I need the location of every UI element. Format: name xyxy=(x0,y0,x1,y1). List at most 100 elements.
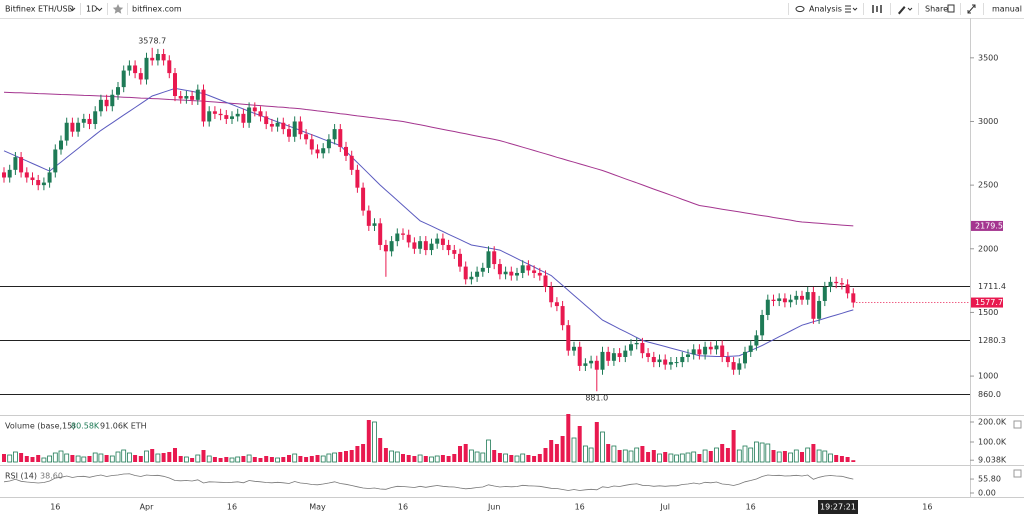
y-tick-label: 2500 xyxy=(978,181,998,190)
volume-bar xyxy=(685,452,691,463)
y-tick-label: 2000 xyxy=(978,244,998,253)
bars-icon[interactable] xyxy=(872,5,882,13)
volume-bar xyxy=(178,456,183,462)
volume-bar xyxy=(195,454,201,463)
volume-bar xyxy=(788,452,793,463)
volume-bar xyxy=(834,455,839,462)
volume-bar xyxy=(446,456,451,462)
volume-bar xyxy=(206,455,212,463)
candle-body xyxy=(292,121,297,137)
volume-bar xyxy=(549,440,554,462)
volume-bar xyxy=(92,452,98,463)
volume-bar xyxy=(52,452,58,463)
analysis-button[interactable]: Analysis xyxy=(809,5,842,14)
volume-bar xyxy=(47,455,52,463)
candle-body xyxy=(252,107,257,112)
candle-body xyxy=(703,346,708,355)
candle-body xyxy=(53,149,58,173)
candle-body xyxy=(549,286,554,303)
countdown: 19:27:21 xyxy=(820,503,856,512)
share-icon xyxy=(947,4,955,13)
candle-body xyxy=(691,349,696,355)
volume-bar xyxy=(571,437,577,463)
candle-body xyxy=(104,99,109,107)
y-tick-label: 1000 xyxy=(978,372,998,381)
volume-bar xyxy=(480,452,486,463)
volume-bar xyxy=(30,457,35,462)
fullscreen-icon[interactable] xyxy=(967,4,976,14)
volume-bar xyxy=(401,454,405,462)
volume-bar xyxy=(338,452,343,462)
candle-body xyxy=(383,244,388,252)
volume-bar xyxy=(269,457,274,462)
candle-body xyxy=(264,116,269,125)
candle-body xyxy=(315,149,320,154)
candle-body xyxy=(361,187,366,211)
x-tick-label: 16 xyxy=(746,503,756,512)
candle-body xyxy=(651,356,656,363)
candle-body xyxy=(697,349,702,355)
volume-bar xyxy=(725,448,730,462)
last-price-label: 1577.7 xyxy=(975,298,1003,307)
candle-body xyxy=(475,271,480,277)
volume-bar xyxy=(98,453,104,463)
candle-body xyxy=(395,233,400,242)
candle-body xyxy=(526,265,531,271)
volume-bar xyxy=(765,443,771,463)
volume-bar xyxy=(816,449,822,463)
volume-bar xyxy=(492,450,497,462)
pane-button[interactable] xyxy=(1013,469,1022,478)
volume-bar xyxy=(497,453,502,462)
volume-bar xyxy=(150,449,155,462)
candle-body xyxy=(127,65,132,71)
candle-body xyxy=(144,57,149,80)
volume-bar xyxy=(731,430,736,462)
candle-body xyxy=(834,281,839,284)
volume-bar xyxy=(754,441,759,463)
favorite-icon[interactable] xyxy=(112,4,124,14)
candle-body xyxy=(509,271,514,276)
source[interactable]: bitfinex.com xyxy=(132,5,182,14)
volume-bar xyxy=(241,456,246,462)
mode[interactable]: manual xyxy=(992,5,1022,14)
candle-body xyxy=(663,359,668,365)
symbol[interactable]: Bitfinex ETH/USD xyxy=(5,5,74,14)
candle-body xyxy=(811,292,816,319)
candle-body xyxy=(634,342,639,345)
pane-button[interactable] xyxy=(1013,420,1022,429)
volume-bar xyxy=(611,445,617,463)
candle-body xyxy=(332,129,337,140)
volume-bar xyxy=(229,457,235,463)
volume-bar xyxy=(514,455,520,463)
volume-bar xyxy=(378,438,383,462)
share-button[interactable]: Share xyxy=(925,5,948,14)
candle-body xyxy=(452,250,457,254)
volume-bar xyxy=(355,446,360,462)
candle-body xyxy=(418,241,423,249)
volume-bar xyxy=(668,453,674,463)
candle-body xyxy=(617,353,622,357)
candle-body xyxy=(258,111,263,117)
y-tick-label: 100.0K xyxy=(978,438,1007,447)
volume-bar xyxy=(782,451,787,462)
candle-body xyxy=(110,94,115,107)
candle-body xyxy=(116,87,120,95)
draw-icon[interactable] xyxy=(898,6,906,15)
candle-body xyxy=(532,270,537,273)
candle-body xyxy=(355,169,360,188)
volume-bar xyxy=(372,421,377,463)
candle-body xyxy=(463,266,468,280)
interval[interactable]: 1D xyxy=(86,5,97,14)
volume-bar xyxy=(691,451,697,463)
volume-bar xyxy=(800,452,804,462)
candle-body xyxy=(366,210,371,226)
level-label: 1711.4 xyxy=(978,282,1006,291)
volume-bar xyxy=(264,456,269,462)
volume-bar xyxy=(366,420,371,462)
volume-bar xyxy=(75,455,81,463)
candle-body xyxy=(190,96,195,100)
volume-bar xyxy=(600,431,605,463)
candle-body xyxy=(629,344,633,351)
candle-body xyxy=(155,54,160,61)
